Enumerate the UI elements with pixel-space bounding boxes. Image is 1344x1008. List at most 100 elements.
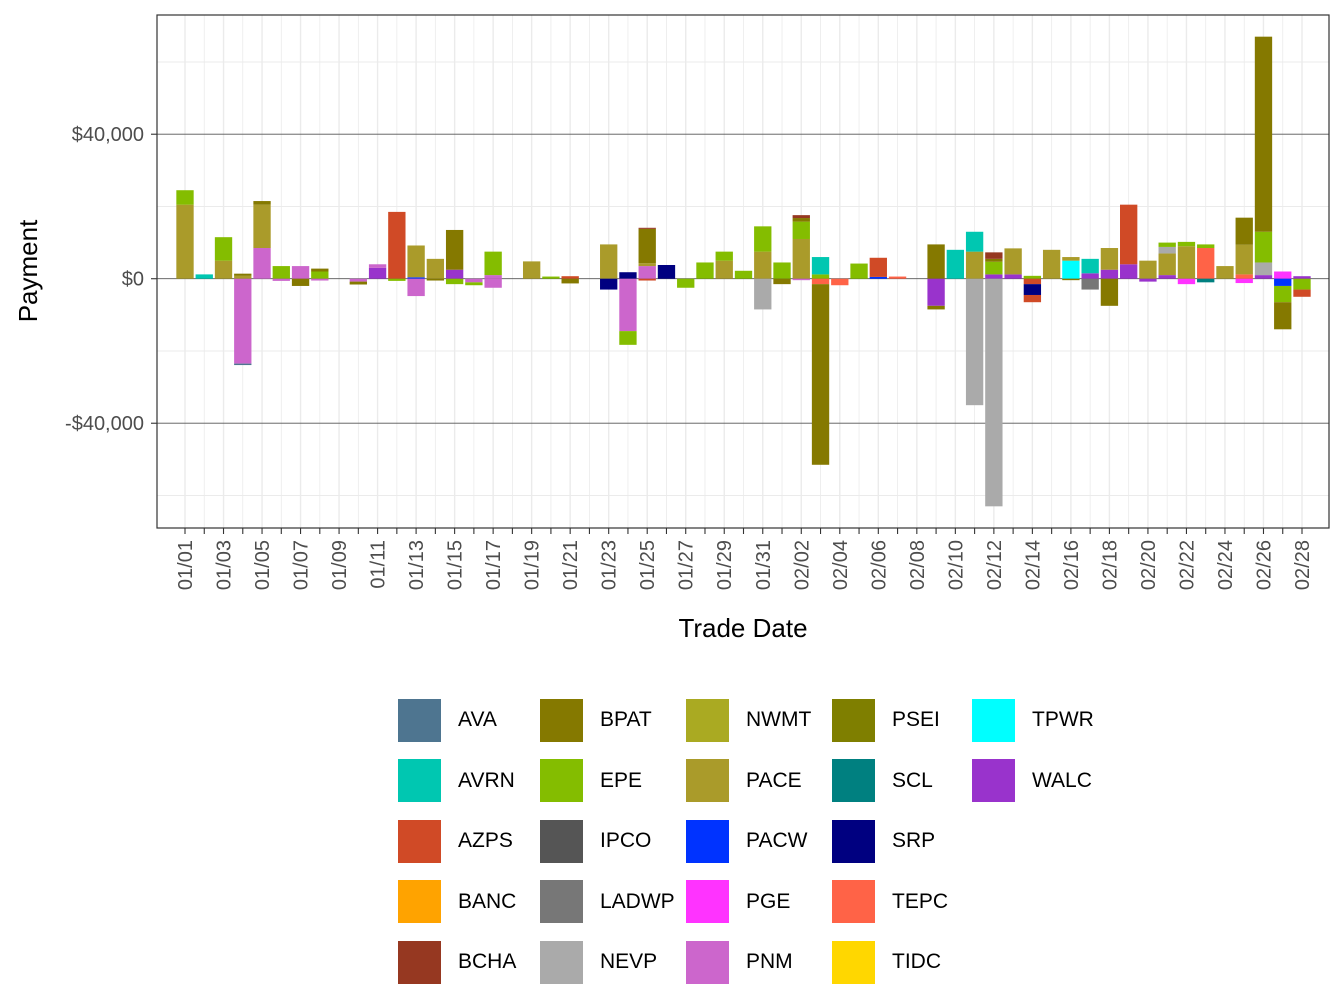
bar-segment-pacw: [869, 276, 887, 279]
legend-key-swatch: [398, 880, 441, 924]
bar-segment-pnm: [272, 278, 290, 281]
legend-item-pge: PGE: [686, 872, 832, 933]
bar-segment-pacw: [1274, 278, 1292, 286]
bar-segment-pnm: [253, 248, 271, 279]
bar-segment-azps: [869, 257, 887, 277]
bar-segment-epe: [715, 251, 733, 261]
x-tick-label: 02/08: [907, 540, 929, 590]
bar-segment-bpat: [792, 218, 810, 222]
x-axis-title: Trade Date: [678, 613, 807, 643]
x-tick-label: 01/17: [483, 540, 505, 590]
legend-label: WALC: [1032, 768, 1092, 792]
x-tick-label: 01/23: [599, 540, 621, 590]
bar-segment-epe: [1274, 285, 1292, 303]
legend-item-srp: SRP: [832, 811, 972, 872]
bar-segment-walc: [1158, 275, 1176, 279]
bar-segment-epe: [619, 331, 637, 345]
bar-segment-epe: [811, 274, 830, 279]
bar-segment-azps: [1120, 204, 1138, 265]
x-tick-label: 02/10: [945, 540, 967, 590]
legend-item-banc: BANC: [398, 872, 540, 933]
legend-key-swatch: [832, 759, 875, 803]
legend-key-swatch: [686, 759, 729, 803]
bar-segment-pace: [214, 260, 233, 279]
bar-segment-pnm: [349, 278, 367, 282]
x-tick-label: 02/20: [1138, 540, 1160, 590]
legend-item-nwmt: NWMT: [686, 690, 832, 751]
x-tick-label: 01/01: [175, 540, 197, 590]
x-tick-label: 02/12: [984, 540, 1006, 590]
x-tick-label: 01/19: [522, 540, 544, 590]
bar-segment-epe: [1293, 278, 1311, 290]
bar-segment-avrn: [195, 274, 213, 279]
legend-key-swatch: [832, 698, 875, 742]
legend-label: BPAT: [600, 708, 652, 732]
legend-key-swatch: [398, 819, 441, 863]
bar-segment-pge: [1235, 278, 1253, 284]
bar-segment-pace: [253, 204, 271, 249]
x-tick-label: 02/14: [1022, 540, 1044, 590]
x-tick-label: 01/29: [714, 540, 736, 590]
legend-item-epe: EPE: [540, 751, 686, 812]
bar-segment-pnm: [638, 266, 656, 279]
bar-segment-bpat: [773, 278, 791, 285]
bar-segment-pnm: [234, 278, 252, 364]
bar-segment-epe: [734, 270, 753, 279]
legend-label: PSEI: [892, 708, 940, 732]
bar-segment-pace: [715, 260, 733, 279]
bar-segment-pnm: [484, 275, 502, 279]
bar-segment-walc: [927, 278, 945, 306]
bar-segment-bpat: [638, 228, 656, 264]
bar-segment-bpat: [927, 244, 945, 279]
bar-segment-avrn: [946, 249, 965, 279]
legend-key-swatch: [398, 759, 441, 803]
legend-item-nevp: NEVP: [540, 932, 686, 993]
bar-segment-bpat: [1100, 278, 1119, 306]
x-tick-label: 02/16: [1061, 540, 1083, 590]
legend-label: SCL: [892, 768, 933, 792]
legend-key-swatch: [972, 698, 1015, 742]
x-tick-label: 01/07: [291, 540, 313, 590]
bar-segment-epe: [311, 271, 329, 279]
bar-segment-azps: [1023, 294, 1042, 303]
bar-segment-epe: [1254, 231, 1273, 263]
legend-item-psei: PSEI: [832, 690, 972, 751]
bar-segment-epe: [1158, 242, 1176, 247]
x-tick-label: 02/24: [1215, 540, 1237, 590]
legend-item-pacw: PACW: [686, 811, 832, 872]
bar-segment-bpat: [985, 258, 1003, 262]
bar-segment-walc: [1081, 273, 1099, 279]
legend-label: LADWP: [600, 889, 675, 913]
bar-segment-pace: [522, 261, 541, 279]
bar-segment-srp: [1023, 284, 1042, 295]
bar-segment-epe: [677, 278, 695, 288]
bar-segment-epe: [792, 221, 810, 239]
bar-segment-epe: [484, 251, 502, 276]
bar-segment-epe: [1023, 275, 1042, 279]
bar-segment-srp: [619, 272, 637, 279]
legend-label: SRP: [892, 829, 936, 853]
bar-segment-bcha: [638, 227, 656, 229]
bar-segment-pace: [965, 251, 984, 279]
bar-segment-pace: [754, 251, 772, 279]
legend-item-avrn: AVRN: [398, 751, 540, 812]
bar-segment-bpat: [311, 268, 329, 272]
legend-key-swatch: [540, 759, 583, 803]
bar-segment-pnm: [619, 278, 637, 332]
legend-label: PGE: [746, 889, 791, 913]
legend-item-ava: AVA: [398, 690, 540, 751]
bar-segment-walc: [985, 274, 1003, 279]
legend-key-swatch: [832, 880, 875, 924]
legend-item-pnm: PNM: [686, 932, 832, 993]
bar-segment-bpat: [1274, 302, 1292, 330]
bar-segment-nevp: [754, 278, 772, 310]
legend-key-swatch: [540, 880, 583, 924]
bar-segment-walc: [1139, 278, 1157, 282]
bar-segment-bcha: [985, 252, 1003, 259]
bar-segment-pnm: [407, 278, 425, 297]
bar-segment-walc: [368, 267, 387, 279]
legend-key-swatch: [540, 819, 583, 863]
bar-segment-avrn: [811, 257, 830, 275]
legend-label: IPCO: [600, 829, 652, 853]
